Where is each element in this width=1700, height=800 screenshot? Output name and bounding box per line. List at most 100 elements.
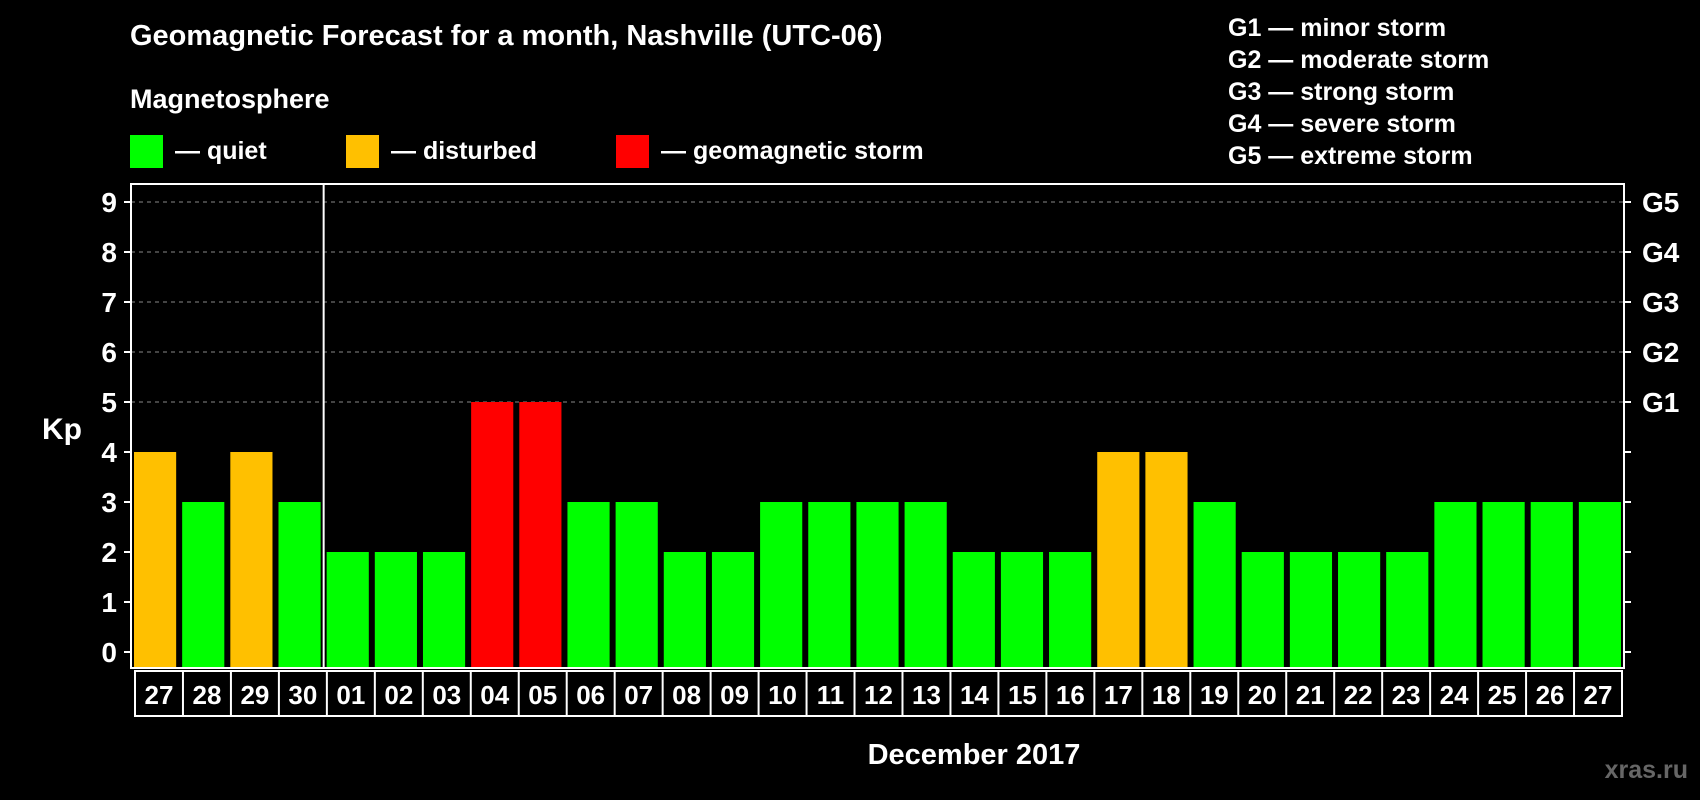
x-tick-label: 19 [1200,680,1229,710]
x-tick-label: 02 [384,680,413,710]
g-scale-g1: G1 — minor storm [1228,14,1447,42]
bar [1386,552,1429,667]
x-tick-label: 03 [432,680,461,710]
bar [904,502,947,667]
y-tick-label: 9 [101,187,117,218]
y-axis-label: Kp [42,413,82,446]
x-tick-label: 28 [192,680,221,710]
legend-item-storm: — geomagnetic storm [616,134,924,168]
g-scale-g4: G4 — severe storm [1228,110,1456,138]
x-axis-label: December 2017 [868,739,1081,771]
bar [856,502,899,667]
grid-layer [131,201,1624,403]
x-tick-label: 27 [145,680,174,710]
x-tick-label: 23 [1392,680,1421,710]
chart-title: Geomagnetic Forecast for a month, Nashvi… [130,20,883,52]
x-tick-label: 27 [1584,680,1613,710]
y-tick-label: 7 [101,287,117,318]
g-scale-g2: G2 — moderate storm [1228,46,1490,74]
x-tick-label: 09 [720,680,749,710]
bar [567,502,610,667]
y-axis: 0 1 2 3 4 5 6 7 8 9 [101,187,131,668]
bar [1289,552,1333,667]
bar [278,502,321,667]
bar [808,502,851,667]
x-tick-label: 30 [288,680,317,710]
bar [1049,552,1092,667]
bar [1434,502,1477,667]
bar [711,552,755,667]
x-tick-label: 12 [864,680,893,710]
legend-label-quiet: — quiet [175,136,267,165]
bar [230,452,273,667]
bar [134,452,177,667]
bar [519,402,562,667]
x-tick-label: 18 [1152,680,1181,710]
g-scale-g3: G3 — strong storm [1228,78,1455,106]
legend-item-disturbed: — disturbed [346,134,537,168]
x-tick-label: 10 [768,680,797,710]
bar [1530,502,1573,667]
x-tick-label: 21 [1296,680,1325,710]
x-tick-label: 15 [1008,680,1037,710]
bar [326,552,369,667]
right-axis-label: G3 [1642,287,1679,318]
y-tick-label: 8 [101,237,117,268]
bar [760,502,803,667]
x-tick-label: 20 [1248,680,1277,710]
legend-swatch-disturbed [346,134,379,168]
bar [1578,502,1621,667]
legend-item-quiet: — quiet [130,134,267,168]
x-tick-label: 08 [672,680,701,710]
x-tick-label: 25 [1488,680,1517,710]
y-tick-label: 1 [101,587,117,618]
watermark: xras.ru [1604,756,1688,784]
x-tick-label: 29 [240,680,269,710]
x-tick-label: 24 [1440,680,1469,710]
bar [1241,552,1284,667]
y-tick-label: 3 [101,487,117,518]
x-tick-label: 16 [1056,680,1085,710]
legend-label-storm: — geomagnetic storm [661,136,924,165]
bar [471,402,514,667]
legend-swatch-quiet [130,134,163,168]
bar [1145,452,1188,667]
x-tick-label: 04 [480,680,509,710]
g-scale-g5: G5 — extreme storm [1228,142,1473,170]
bar [952,552,995,667]
right-axis-label: G1 [1642,387,1679,418]
bar [1000,552,1044,667]
bar [1193,502,1236,667]
x-tick-label: 05 [528,680,557,710]
right-axis-label: G4 [1642,237,1680,268]
x-tick-label: 14 [960,680,989,710]
right-axis-label: G2 [1642,337,1679,368]
x-tick-label: 17 [1104,680,1133,710]
right-axis-label: G5 [1642,187,1679,218]
x-tick-label: 01 [336,680,365,710]
x-axis: 27 28 29 30 01 02 03 04 05 06 07 08 09 10 11 12 13 14 15 16… [134,670,1623,717]
magnetosphere-label: Magnetosphere [130,84,330,114]
bars-layer [134,402,1621,667]
x-tick-label: 07 [624,680,653,710]
x-tick-label: 22 [1344,680,1373,710]
x-tick-label: 11 [817,680,845,710]
bar [422,552,466,667]
y-tick-label: 5 [101,387,117,418]
bar [663,552,706,667]
date-row-frame [134,670,1623,717]
bar [1482,502,1525,667]
bar [615,502,658,667]
right-axis: G1 G2 G3 G4 G5 [1624,187,1680,653]
y-tick-label: 6 [101,337,117,368]
x-tick-label: 06 [576,680,605,710]
legend-swatch-storm [616,134,649,168]
y-tick-label: 2 [101,537,117,568]
y-tick-label: 0 [101,637,117,668]
bar [182,502,225,667]
x-tick-label: 26 [1536,680,1565,710]
legend-label-disturbed: — disturbed [391,136,537,165]
x-tick-label: 13 [912,680,941,710]
bar [1097,452,1140,667]
